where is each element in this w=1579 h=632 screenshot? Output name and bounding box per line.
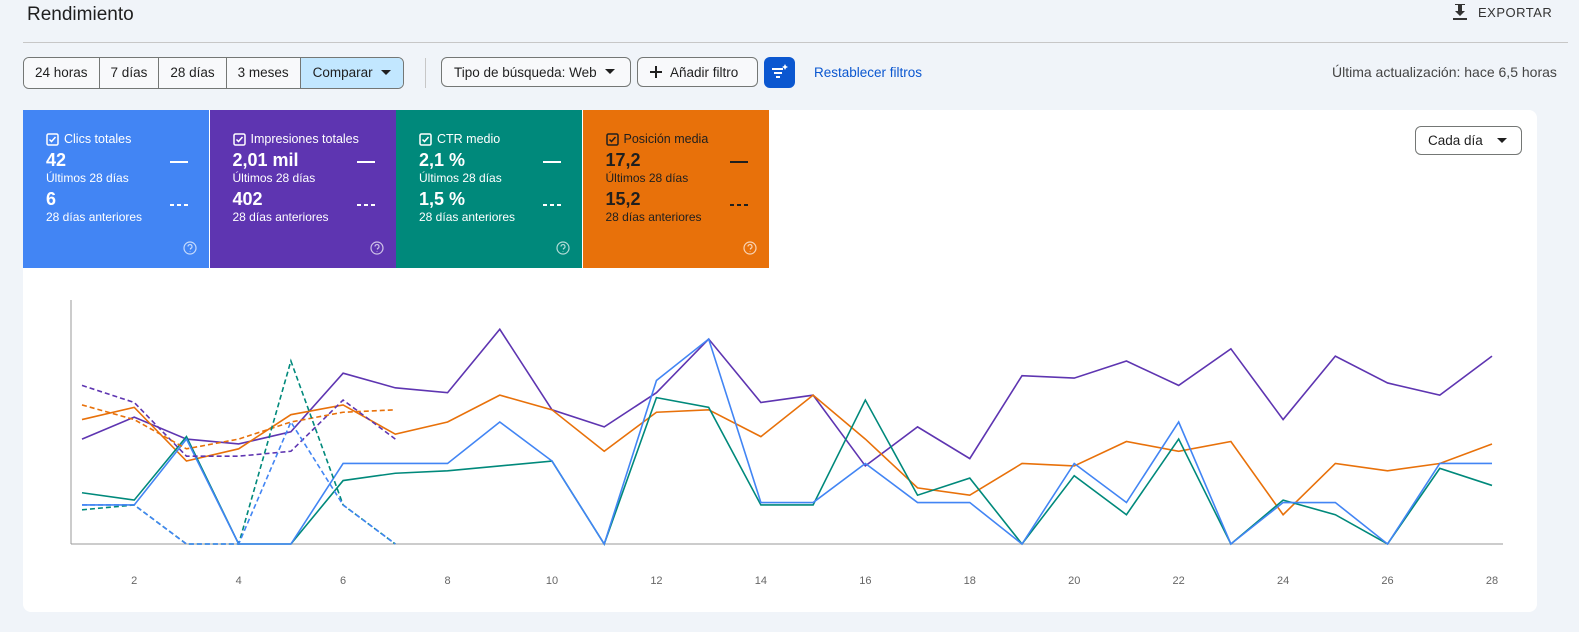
metric-card[interactable]: Posición media 17,2 Últimos 28 días 15,2 28 … <box>582 110 769 268</box>
search-type-label: Tipo de búsqueda: Web <box>454 64 597 80</box>
filter-icon <box>772 64 788 78</box>
compare-label: Comparar <box>312 65 373 80</box>
add-filter-button[interactable]: Añadir filtro <box>637 57 758 87</box>
export-button[interactable]: EXPORTAR <box>1452 3 1552 21</box>
separator <box>425 58 426 88</box>
metric-current: 42 <box>46 150 67 170</box>
plus-icon <box>650 66 662 78</box>
divider <box>23 42 1568 43</box>
card-icons <box>170 161 197 255</box>
checkbox-tick <box>608 136 616 143</box>
help-icon-mark <box>373 243 380 252</box>
help-icon-mark <box>746 243 753 252</box>
card-icons <box>543 161 570 255</box>
granularity-label: Cada día <box>1428 133 1483 148</box>
page-title: Rendimiento <box>27 4 134 25</box>
help-icon <box>742 241 757 255</box>
checkbox-box <box>605 132 619 146</box>
caret <box>380 70 391 75</box>
metric-card[interactable]: CTR medio 2,1 % Últimos 28 días 1,5 % 28 día… <box>396 110 582 268</box>
range-option[interactable]: 7 días <box>99 58 160 88</box>
metric-card[interactable]: Impresiones totales 2,01 mil Últimos 28 dí… <box>209 110 396 268</box>
checkbox <box>46 132 59 146</box>
metric-label: Impresiones totales <box>250 132 359 146</box>
checkbox-box <box>46 132 59 146</box>
checkbox-tick <box>421 136 430 143</box>
metric-current: 2,1 % <box>419 150 466 170</box>
range-option[interactable]: 28 días <box>159 58 227 88</box>
search-type-button[interactable]: Tipo de búsqueda: Web <box>441 57 631 87</box>
filter-icon-button[interactable] <box>764 57 795 88</box>
help-icon <box>369 241 384 255</box>
metric-current-label: Últimos 28 días <box>419 171 502 185</box>
metric-label: CTR medio <box>437 132 501 146</box>
card-icons <box>729 161 757 255</box>
compare-option[interactable]: Comparar <box>300 58 403 88</box>
checkbox-box <box>232 132 246 146</box>
metric-previous: 402 <box>232 189 263 209</box>
range-selector: 24 horas 7 días 28 días 3 meses Comparar <box>23 57 404 89</box>
checkbox <box>232 132 246 146</box>
metric-label: Clics totales <box>64 132 132 146</box>
checkbox <box>605 132 619 146</box>
metric-current: 17,2 <box>605 150 641 170</box>
export-label: EXPORTAR <box>1478 4 1553 20</box>
caret <box>604 69 615 74</box>
metric-current-label: Últimos 28 días <box>605 171 689 185</box>
metric-header: Clics totales <box>46 132 209 146</box>
metric-current: 2,01 mil <box>232 150 299 170</box>
range-option[interactable]: 24 horas <box>24 58 100 88</box>
metric-previous: 1,5 % <box>419 189 466 209</box>
metric-previous-label: 28 días anteriores <box>605 210 702 224</box>
metric-previous: 15,2 <box>605 189 641 209</box>
metric-previous-label: 28 días anteriores <box>46 210 143 224</box>
help-icon-mark <box>560 243 566 252</box>
add-filter-label: Añadir filtro <box>670 64 739 80</box>
metric-header: Impresiones totales <box>232 132 396 146</box>
checkbox <box>419 132 432 146</box>
granularity-button[interactable]: Cada día <box>1415 126 1522 155</box>
metric-header: CTR medio <box>419 132 582 146</box>
card-icons <box>356 161 384 255</box>
metric-previous-label: 28 días anteriores <box>232 210 329 224</box>
last-update: Última actualización: hace 6,5 horas <box>1332 64 1557 80</box>
checkbox-tick <box>235 136 243 143</box>
metric-current-label: Últimos 28 días <box>46 171 129 185</box>
metric-previous-label: 28 días anteriores <box>419 210 516 224</box>
caret <box>1496 137 1507 143</box>
checkbox-tick <box>48 136 57 143</box>
metric-header: Posición media <box>605 132 769 146</box>
metric-current-label: Últimos 28 días <box>232 171 316 185</box>
download-icon <box>1453 4 1467 20</box>
help-icon <box>183 241 197 255</box>
metric-card[interactable]: Clics totales 42 Últimos 28 días 6 28 días a… <box>23 110 209 268</box>
metric-previous: 6 <box>46 189 57 209</box>
checkbox-box <box>419 132 432 146</box>
metric-label: Posición media <box>623 132 709 146</box>
range-option[interactable]: 3 meses <box>226 58 301 88</box>
help-icon <box>556 241 570 255</box>
reset-filters-link[interactable]: Restablecer filtros <box>814 65 923 80</box>
help-icon-mark <box>187 243 193 252</box>
